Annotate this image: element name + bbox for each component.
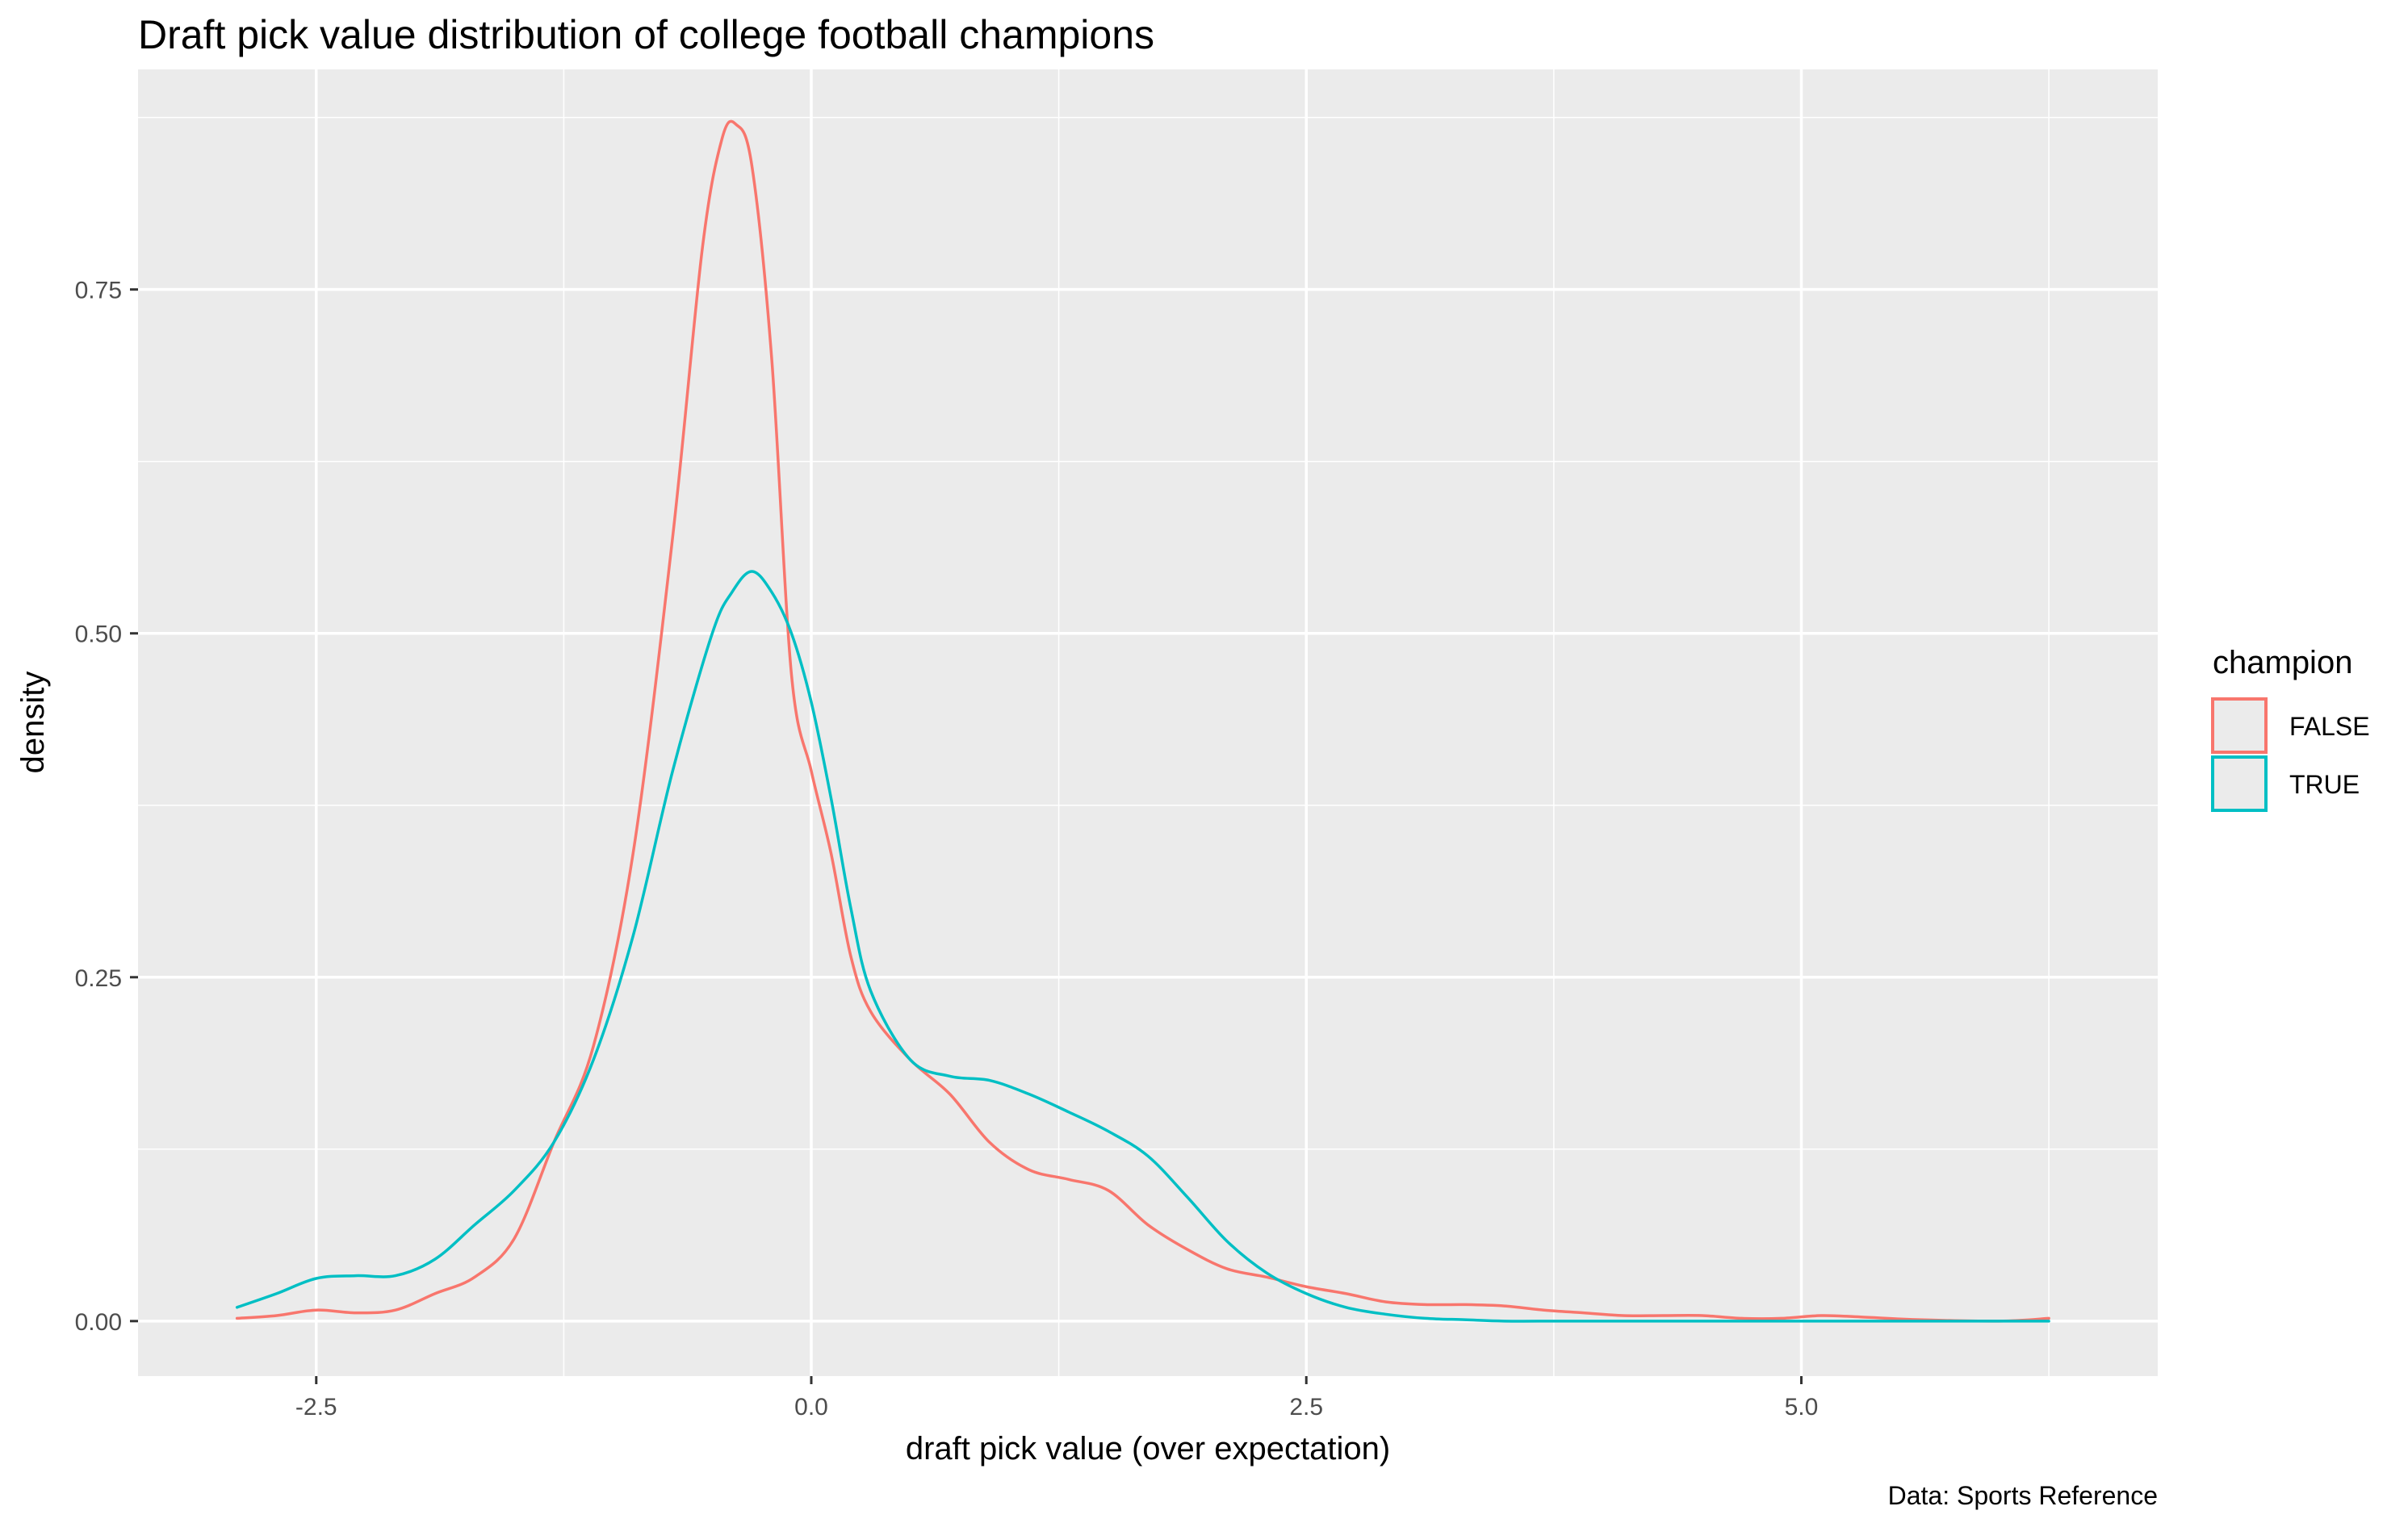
y-tick-label: 0.50 xyxy=(75,621,122,648)
legend-key-true xyxy=(2211,755,2268,812)
density-line-true xyxy=(235,570,2050,1323)
y-axis-title: density xyxy=(15,672,51,774)
x-tick-label: 2.5 xyxy=(1289,1394,1323,1420)
plot-panel xyxy=(138,69,2158,1376)
chart-title: Draft pick value distribution of college… xyxy=(138,12,1154,57)
legend-title: champion xyxy=(2213,645,2352,680)
legend-key-false xyxy=(2211,697,2268,754)
minor-gridlines xyxy=(138,69,2158,1376)
caption: Data: Sports Reference xyxy=(1888,1481,2158,1510)
y-tick-label: 0.25 xyxy=(75,965,122,992)
x-axis-title: draft pick value (over expectation) xyxy=(906,1431,1390,1467)
y-axis: 0.00 0.25 0.50 0.75 xyxy=(75,278,138,1336)
y-tick-label: 0.75 xyxy=(75,278,122,304)
legend-label-false: FALSE xyxy=(2289,712,2370,741)
y-tick-label: 0.00 xyxy=(75,1309,122,1336)
x-tick-label: -2.5 xyxy=(295,1394,337,1420)
legend-label-true: TRUE xyxy=(2289,770,2360,799)
x-tick-label: 0.0 xyxy=(794,1394,828,1420)
density-curves xyxy=(235,119,2050,1323)
legend: champion FALSE TRUE xyxy=(2211,645,2370,812)
density-line-false xyxy=(235,119,2050,1323)
x-axis: -2.5 0.0 2.5 5.0 xyxy=(295,1376,1818,1420)
x-tick-label: 5.0 xyxy=(1785,1394,1819,1420)
